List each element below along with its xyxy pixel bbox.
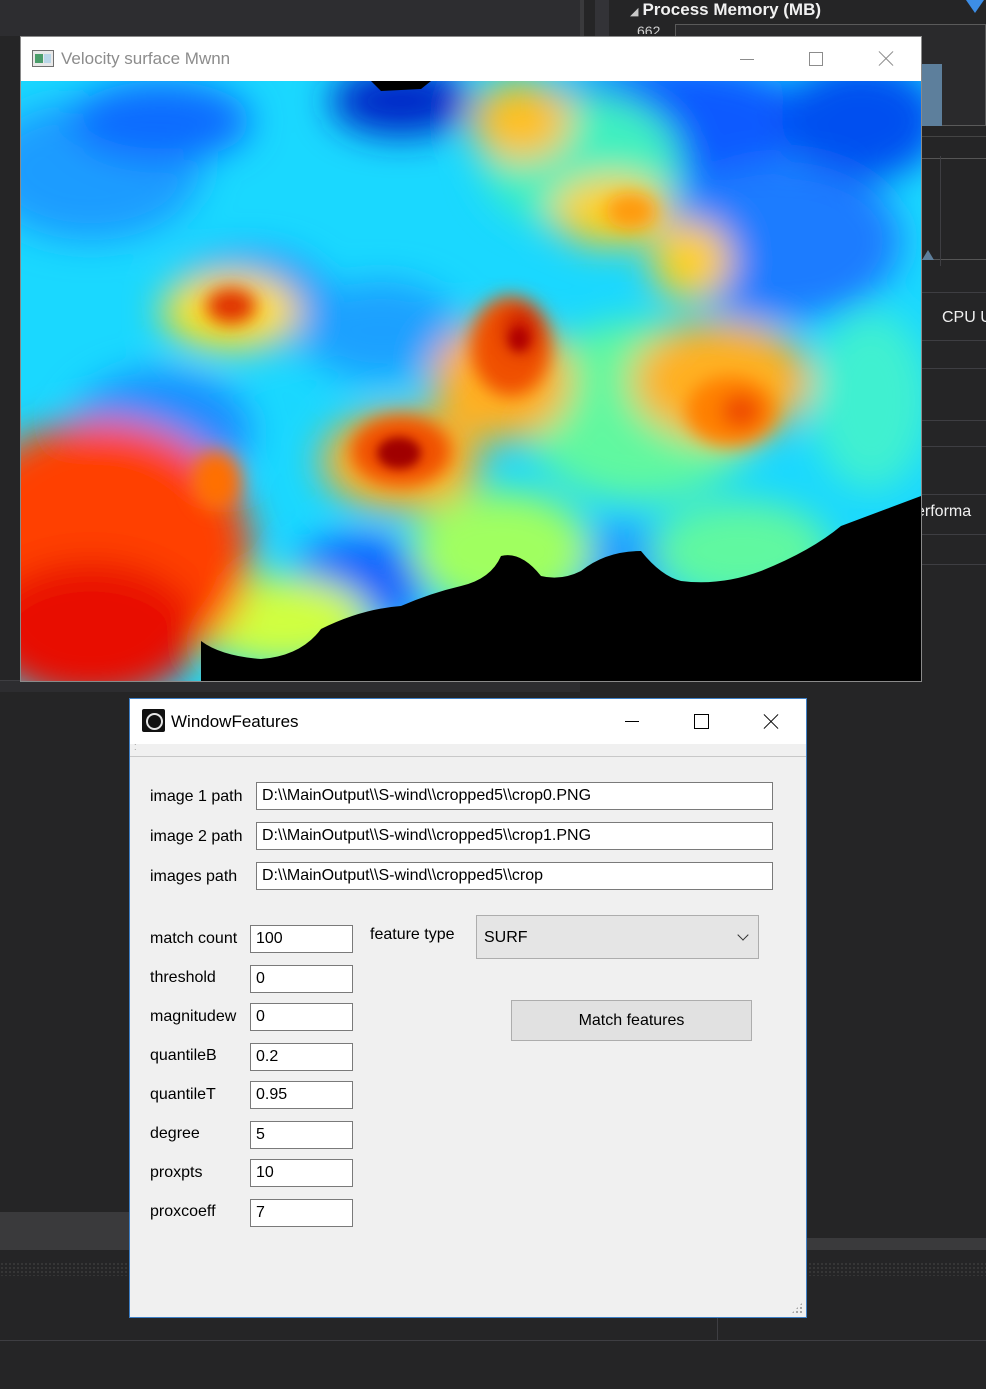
quantileT-label: quantileT (150, 1086, 216, 1103)
maximize-icon (693, 714, 709, 729)
degree-label: degree (150, 1125, 200, 1142)
maximize-button[interactable] (793, 37, 839, 81)
velocity-heatmap-svg (21, 81, 921, 681)
minimize-button[interactable] (609, 699, 655, 744)
image2-path-label: image 2 path (150, 828, 243, 845)
threshold-input[interactable] (250, 965, 353, 993)
snapshot-marker-icon (966, 0, 984, 13)
proxpts-input[interactable] (250, 1159, 353, 1187)
magnitudew-label: magnitudew (150, 1008, 237, 1025)
ide-divider (0, 1340, 986, 1341)
close-icon (878, 51, 894, 67)
panel-divider (940, 156, 941, 266)
velocity-window-title: Velocity surface Mwnn (61, 49, 231, 68)
ide-splitter[interactable] (580, 0, 584, 40)
images-path-label: images path (150, 868, 238, 885)
window-features[interactable]: WindowFeatures ⁚ image 1 path image 2 pa… (129, 698, 807, 1318)
ide-background-top (0, 0, 582, 36)
maximize-button[interactable] (678, 699, 724, 744)
features-window-title: WindowFeatures (171, 712, 299, 731)
process-memory-label: Process Memory (MB) (642, 0, 822, 19)
app-logo-icon (142, 709, 165, 732)
cpu-marker-icon (922, 250, 934, 260)
proxpts-label: proxpts (150, 1164, 203, 1181)
process-memory-max-value: 662 (637, 24, 661, 34)
minimize-button[interactable] (724, 37, 770, 81)
panel-divider (920, 136, 986, 137)
toolbar-grip-icon: ⁚ (134, 743, 137, 752)
feature-type-value: SURF (484, 929, 528, 946)
close-icon (763, 714, 779, 730)
velocity-window-titlebar[interactable]: Velocity surface Mwnn (21, 37, 921, 81)
panel-divider (920, 340, 986, 341)
ide-bottom-band (806, 1238, 986, 1250)
panel-divider (920, 534, 986, 535)
proxcoeff-input[interactable] (250, 1199, 353, 1227)
features-window-titlebar[interactable]: WindowFeatures (130, 699, 806, 744)
panel-divider (920, 494, 986, 495)
app-window-icon (32, 50, 54, 67)
process-memory-bar (920, 64, 942, 126)
proxcoeff-label: proxcoeff (150, 1203, 216, 1220)
degree-input[interactable] (250, 1121, 353, 1149)
process-memory-header[interactable]: ◢ Process Memory (MB) (630, 0, 821, 20)
image2-path-input[interactable] (256, 822, 773, 850)
panel-divider (920, 446, 986, 447)
match-count-input[interactable] (250, 925, 353, 953)
panel-divider (920, 368, 986, 369)
threshold-label: threshold (150, 969, 216, 986)
image1-path-input[interactable] (256, 782, 773, 810)
minimize-icon (740, 58, 754, 60)
quantileT-input[interactable] (250, 1081, 353, 1109)
minimize-icon (625, 721, 639, 722)
match-count-label: match count (150, 930, 238, 947)
feature-type-select[interactable]: SURF (476, 915, 759, 959)
cpu-chart (920, 158, 986, 260)
maximize-icon (809, 52, 823, 66)
images-path-input[interactable] (256, 862, 773, 890)
quantileB-input[interactable] (250, 1043, 353, 1071)
feature-type-label: feature type (370, 926, 455, 943)
collapse-triangle-icon[interactable]: ◢ (630, 6, 639, 18)
ide-bottom-band (0, 1212, 130, 1250)
panel-divider (920, 564, 986, 565)
chevron-down-icon (737, 929, 749, 941)
cpu-usage-tab[interactable]: CPU U (942, 309, 986, 326)
ide-divider (717, 1318, 718, 1340)
resize-grip-icon[interactable] (791, 1302, 803, 1314)
image1-path-label: image 1 path (150, 788, 243, 805)
performance-link[interactable]: erforma (916, 503, 972, 520)
panel-divider (920, 420, 986, 421)
panel-divider (920, 292, 986, 293)
close-button[interactable] (863, 37, 909, 81)
match-features-button[interactable]: Match features (511, 1000, 752, 1041)
close-button[interactable] (748, 699, 794, 744)
velocity-surface-window[interactable]: Velocity surface Mwnn (20, 36, 922, 682)
quantileB-label: quantileB (150, 1047, 217, 1064)
ide-scroll-strip (595, 0, 609, 40)
velocity-surface-image (21, 81, 921, 681)
magnitudew-input[interactable] (250, 1003, 353, 1031)
menu-separator (130, 756, 806, 757)
